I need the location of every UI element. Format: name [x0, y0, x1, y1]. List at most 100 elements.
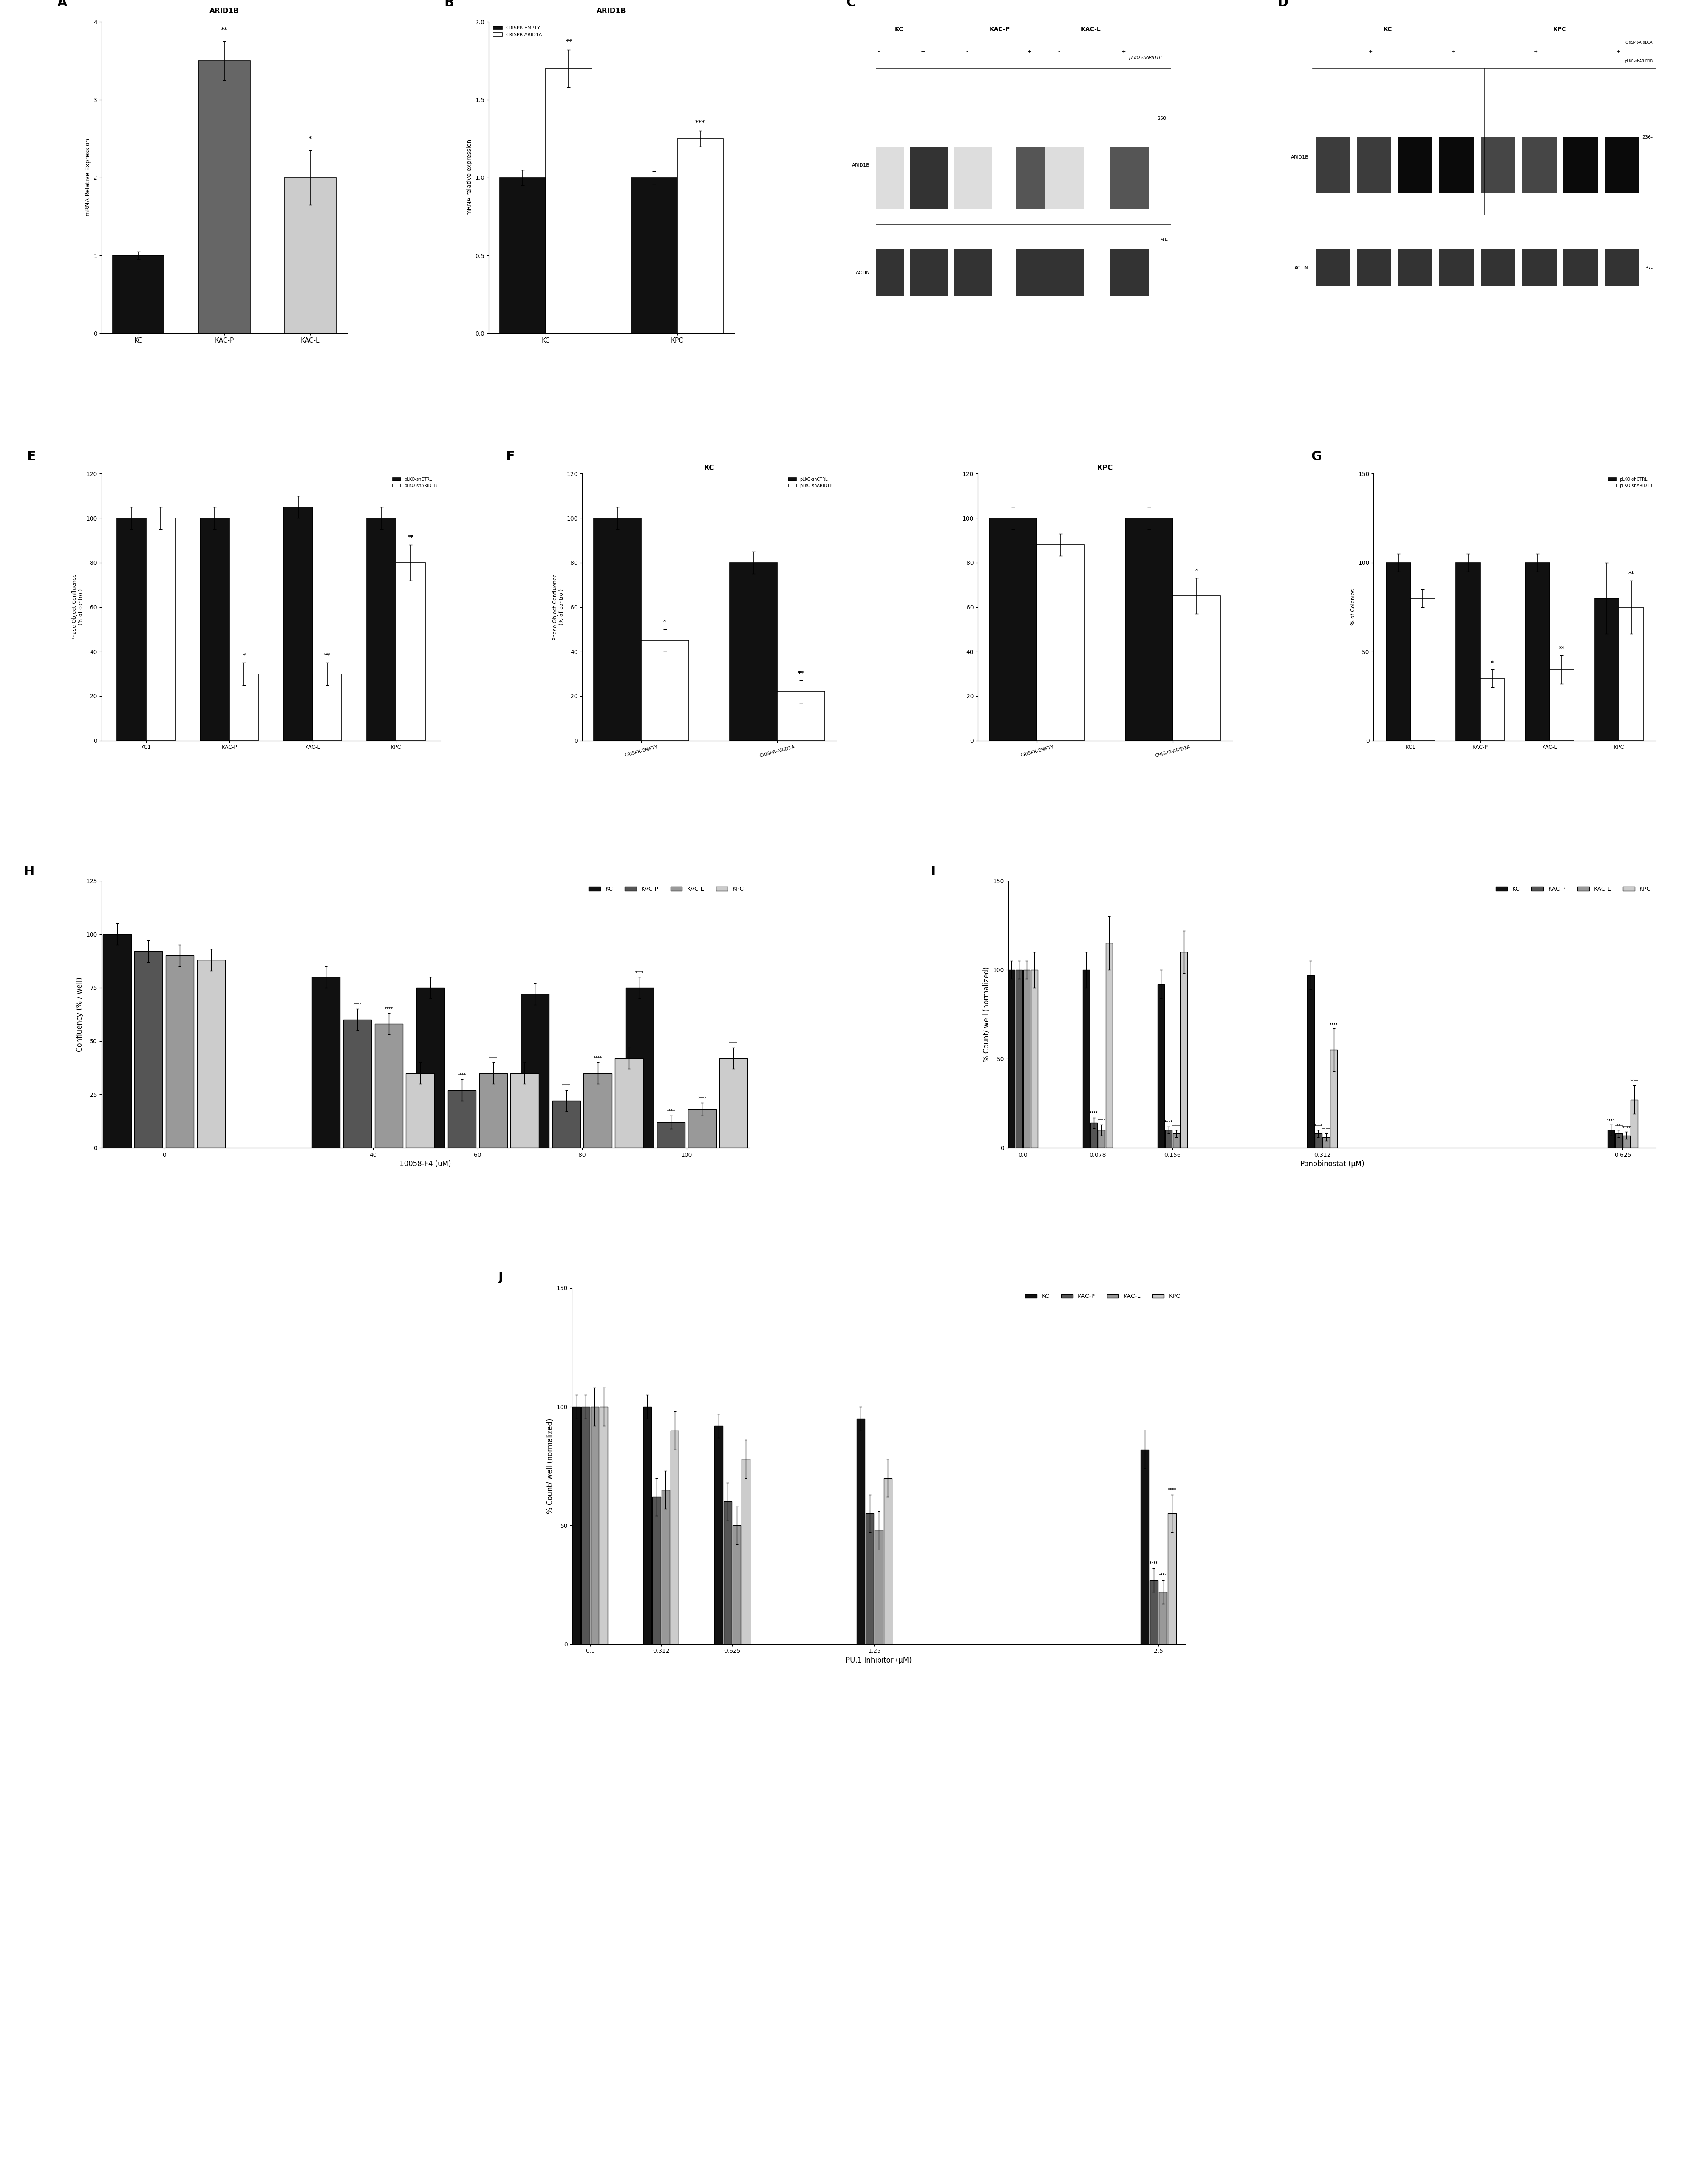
Text: KC: KC — [896, 26, 904, 33]
Bar — [1523, 249, 1556, 286]
Bar — [953, 146, 992, 210]
Bar — [1330, 1051, 1337, 1149]
Text: KPC: KPC — [1553, 26, 1567, 33]
Title: ARID1B: ARID1B — [597, 7, 627, 15]
Text: ****: **** — [1607, 1118, 1616, 1123]
Bar — [313, 976, 340, 1149]
Bar — [1315, 138, 1350, 192]
Y-axis label: mRNA Relative Expression: mRNA Relative Expression — [85, 140, 91, 216]
Text: *: * — [664, 618, 666, 625]
Text: ****: **** — [1149, 1562, 1158, 1566]
Legend: pLKO-shCTRL, pLKO-shARID1B: pLKO-shCTRL, pLKO-shARID1B — [1607, 476, 1655, 489]
Text: ****: **** — [1315, 1125, 1323, 1129]
Bar — [1616, 1133, 1622, 1149]
Text: **: ** — [1558, 646, 1565, 651]
Bar — [989, 518, 1038, 740]
Text: ****: **** — [458, 1072, 466, 1077]
Text: ****: **** — [698, 1096, 706, 1101]
Text: ****: **** — [353, 1002, 362, 1007]
Bar — [1480, 679, 1504, 740]
Text: ****: **** — [730, 1042, 739, 1046]
Bar — [909, 146, 948, 210]
Text: ****: **** — [1629, 1079, 1638, 1083]
Legend: KC, KAC-P, KAC-L, KPC: KC, KAC-P, KAC-L, KPC — [1022, 1291, 1183, 1302]
Bar — [1411, 598, 1435, 740]
Text: B: B — [444, 0, 455, 9]
Text: *: * — [309, 135, 313, 142]
Text: ****: **** — [1164, 1120, 1173, 1125]
Bar — [1158, 985, 1164, 1149]
Bar — [1110, 249, 1149, 297]
Bar — [1022, 970, 1031, 1149]
Bar — [1315, 249, 1350, 286]
Y-axis label: % Count/ well (normalized): % Count/ well (normalized) — [546, 1417, 554, 1514]
Text: ****: **** — [1159, 1572, 1168, 1577]
Text: +: + — [1616, 50, 1621, 55]
Text: 236-: 236- — [1643, 135, 1653, 140]
Bar — [166, 957, 194, 1149]
Bar — [1563, 138, 1597, 192]
Bar — [480, 1072, 507, 1149]
Text: **: ** — [407, 535, 414, 539]
Text: 250-: 250- — [1158, 116, 1168, 120]
Text: J: J — [499, 1271, 504, 1284]
Bar — [1159, 1592, 1168, 1645]
Text: ****: **** — [666, 1109, 674, 1114]
Legend: CRISPR-EMPTY, CRISPR-ARID1A: CRISPR-EMPTY, CRISPR-ARID1A — [490, 24, 544, 39]
Bar — [375, 1024, 402, 1149]
Legend: KC, KAC-P, KAC-L, KPC: KC, KAC-P, KAC-L, KPC — [586, 885, 747, 895]
Bar — [661, 1489, 669, 1645]
Bar — [857, 1420, 865, 1645]
Text: **: ** — [1627, 570, 1634, 577]
Bar — [546, 68, 592, 334]
Bar — [865, 1514, 874, 1645]
Text: ****: **** — [385, 1007, 394, 1011]
Bar — [1631, 1101, 1638, 1149]
Text: I: I — [931, 865, 936, 878]
Text: ***: *** — [695, 120, 705, 127]
Text: ****: **** — [1097, 1118, 1105, 1123]
Bar — [615, 1057, 644, 1149]
Text: ****: **** — [1614, 1125, 1622, 1129]
Text: ****: **** — [593, 1057, 602, 1059]
Bar — [1386, 563, 1411, 740]
Text: **: ** — [798, 670, 804, 677]
Bar — [1455, 563, 1480, 740]
Bar — [1173, 1133, 1180, 1149]
Bar — [1619, 607, 1643, 740]
Bar — [583, 1072, 612, 1149]
Bar — [678, 138, 723, 334]
Bar — [199, 518, 230, 740]
Bar — [1604, 249, 1639, 286]
Text: ****: **** — [563, 1083, 571, 1088]
Bar — [593, 518, 641, 740]
Title: ARID1B: ARID1B — [210, 7, 238, 15]
Bar — [395, 563, 426, 740]
Text: ****: **** — [1322, 1127, 1330, 1131]
Bar — [510, 1072, 539, 1149]
Text: +: + — [1535, 50, 1538, 55]
Text: ****: **** — [1173, 1125, 1181, 1129]
Text: 50-: 50- — [1159, 238, 1168, 242]
Text: ARID1B: ARID1B — [1291, 155, 1308, 159]
Y-axis label: Phase Object Confluence
(% of control): Phase Object Confluence (% of control) — [71, 574, 85, 640]
Bar — [1110, 146, 1149, 210]
Bar — [406, 1072, 434, 1149]
Bar — [198, 959, 225, 1149]
Bar — [742, 1459, 750, 1645]
Text: +: + — [1369, 50, 1372, 55]
Text: G: G — [1311, 450, 1322, 463]
Bar — [600, 1406, 608, 1645]
Bar — [590, 1406, 598, 1645]
Bar — [875, 1531, 882, 1645]
Bar — [1149, 1579, 1158, 1645]
Bar — [715, 1426, 723, 1645]
Text: **: ** — [221, 26, 228, 33]
Text: ACTIN: ACTIN — [1295, 266, 1308, 271]
Bar — [1105, 943, 1112, 1149]
Y-axis label: % Count/ well (normalized): % Count/ well (normalized) — [984, 968, 990, 1061]
Bar — [1098, 1129, 1105, 1149]
Bar — [1550, 670, 1573, 740]
Bar — [865, 249, 904, 297]
Text: *: * — [1491, 660, 1494, 666]
